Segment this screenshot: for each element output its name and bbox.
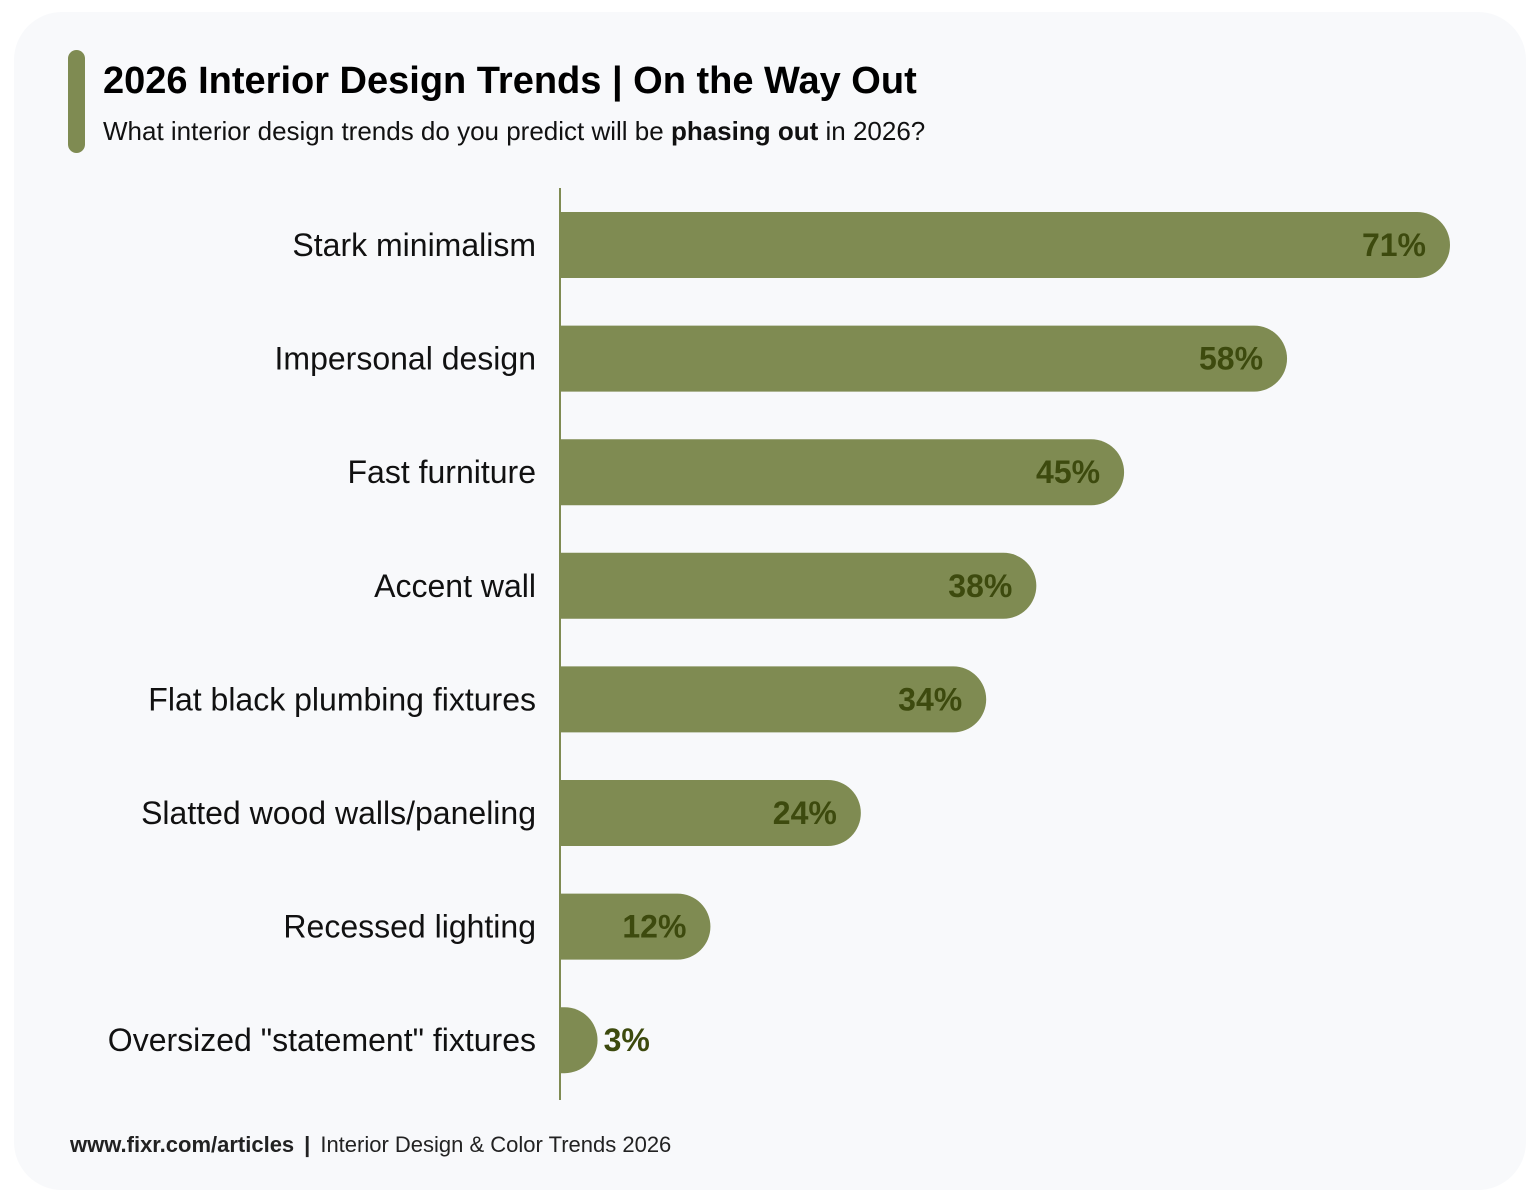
value-label: 24% <box>773 795 837 831</box>
category-label: Fast furniture <box>347 454 536 490</box>
bar <box>560 552 1037 619</box>
category-label: Recessed lighting <box>283 909 536 945</box>
value-label: 34% <box>898 681 962 717</box>
bar <box>560 1007 598 1074</box>
chart-subtitle: What interior design trends do you predi… <box>103 116 925 147</box>
value-label: 58% <box>1199 341 1263 377</box>
subtitle-text: What interior design trends do you predi… <box>103 116 671 146</box>
report-name: Interior Design & Color Trends 2026 <box>320 1132 672 1157</box>
bar <box>560 212 1450 278</box>
value-label: 12% <box>622 909 686 945</box>
category-label: Accent wall <box>374 568 536 604</box>
bar <box>560 666 987 733</box>
subtitle-emphasis: phasing out <box>670 116 819 146</box>
value-label: 38% <box>948 568 1012 604</box>
bar <box>560 893 711 960</box>
title-accent-bar <box>68 50 85 153</box>
bar <box>560 439 1125 506</box>
category-label: Oversized "statement" fixtures <box>108 1022 536 1058</box>
category-label: Stark minimalism <box>292 227 536 263</box>
source-link[interactable]: www.fixr.com/articles <box>70 1132 295 1157</box>
category-label: Slatted wood walls/paneling <box>141 795 536 831</box>
category-label: Flat black plumbing fixtures <box>148 681 536 717</box>
footer-separator: | <box>304 1132 311 1157</box>
value-label: 71% <box>1362 227 1426 263</box>
value-label: 3% <box>604 1022 650 1058</box>
subtitle-text-end: in 2026? <box>818 116 926 146</box>
footer: www.fixr.com/articles | Interior Design & … <box>70 1132 671 1158</box>
chart-title: 2026 Interior Design Trends | On the Way… <box>103 60 917 102</box>
value-label: 45% <box>1036 454 1100 490</box>
category-label: Impersonal design <box>275 341 536 377</box>
bar <box>560 780 861 846</box>
bar <box>560 325 1288 392</box>
